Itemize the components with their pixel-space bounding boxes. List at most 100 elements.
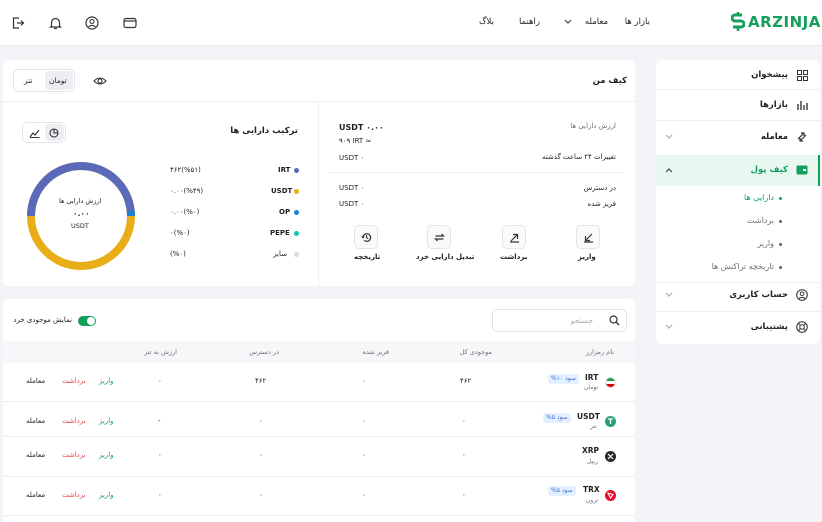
row-available: ۴۶۲ <box>255 377 267 385</box>
sidebar-item-support[interactable]: پشتیبانی <box>750 322 788 332</box>
row-frozen: ۰ <box>362 451 366 459</box>
row-withdraw-link[interactable]: برداشت <box>62 451 86 459</box>
toggle-toman[interactable]: تومان <box>49 76 67 85</box>
legend-name: IRT <box>278 166 291 174</box>
sidebar-sub-deposit[interactable]: واریز <box>757 239 774 248</box>
support-icon <box>795 320 809 334</box>
toggle-knob <box>87 317 95 325</box>
donut-unit: USDT <box>71 222 89 230</box>
row-frozen: ۰ <box>362 417 366 425</box>
search-input[interactable] <box>492 309 627 332</box>
row-symbol: TRX <box>583 485 600 494</box>
withdraw-icon <box>509 233 519 243</box>
sidebar-item-dashboard[interactable]: پیشخوان <box>751 70 788 80</box>
row-symbol: XRP <box>582 446 600 455</box>
trade-arrows-icon <box>795 130 809 144</box>
sidebar-item-wallet[interactable]: کیف پول <box>750 165 788 175</box>
nav-guide[interactable]: راهنما <box>518 17 540 27</box>
sidebar-sub-history[interactable]: تاریخچه تراکنش ها <box>711 262 774 271</box>
asset-value-irt: ۹۰۹ IRT ≈ <box>339 137 372 145</box>
assets-card <box>3 299 635 522</box>
legend-dot <box>294 252 299 257</box>
row-withdraw-link[interactable]: برداشت <box>62 491 86 499</box>
logout-icon[interactable] <box>10 15 26 31</box>
brand-logo-icon <box>731 11 745 33</box>
nav-trade[interactable]: معامله <box>584 17 608 27</box>
line-chart-icon[interactable] <box>27 127 41 139</box>
frozen-label: فریز شده <box>587 200 616 208</box>
row-available: ۰ <box>259 417 263 425</box>
bell-icon[interactable] <box>47 15 63 31</box>
row-trade-link[interactable]: معامله <box>26 491 46 499</box>
divider <box>656 282 820 283</box>
show-small-label[interactable]: نمایش موجودی خرد <box>13 316 72 324</box>
divider <box>3 476 635 477</box>
col-usdt-value: ارزش به تتر <box>144 348 177 356</box>
top-bar <box>0 0 822 46</box>
row-usdt-value: ۰ <box>158 451 162 459</box>
nav-markets[interactable]: بازار ها <box>624 17 650 27</box>
history-icon <box>360 232 371 242</box>
wallet-icon[interactable] <box>122 15 138 31</box>
row-trade-link[interactable]: معامله <box>26 377 46 385</box>
eye-icon[interactable] <box>92 74 108 88</box>
legend-name: PEPE <box>270 229 290 237</box>
available-value: USDT ۰ <box>339 184 365 192</box>
sidebar-sub-assets[interactable]: دارایی ها <box>744 193 774 202</box>
bullet <box>779 266 782 269</box>
divider <box>3 515 635 516</box>
divider <box>330 172 622 173</box>
chevron-up-icon[interactable] <box>664 165 674 175</box>
legend-value: ۰.۰۰(%۰) <box>170 208 200 216</box>
divider <box>3 436 635 437</box>
deposit-label[interactable]: واریز <box>578 253 596 261</box>
convert-label[interactable]: تبدیل دارایی خرد <box>416 253 475 261</box>
row-deposit-link[interactable]: واریز <box>99 491 114 499</box>
chevron-down-icon[interactable] <box>664 290 674 300</box>
row-usdt-value: ۰ <box>158 491 162 499</box>
brand-name[interactable]: ARZINJA <box>748 13 821 31</box>
legend-name: سایر <box>273 250 287 258</box>
user-icon[interactable] <box>84 15 100 31</box>
row-deposit-link[interactable]: واریز <box>99 377 114 385</box>
asset-value-label: ارزش دارایی ها <box>570 122 616 130</box>
legend-name: OP <box>279 208 291 216</box>
search-icon[interactable] <box>608 314 621 327</box>
row-deposit-link[interactable]: واریز <box>99 451 114 459</box>
history-label[interactable]: تاریخچه <box>354 253 381 261</box>
search-placeholder: جستجو <box>570 316 593 325</box>
nav-blog[interactable]: بلاگ <box>478 17 494 27</box>
deposit-icon <box>583 233 593 243</box>
profit-badge: سود ۱۰% <box>548 374 579 384</box>
sidebar-item-trade[interactable]: معامله <box>760 132 788 142</box>
row-trade-link[interactable]: معامله <box>26 417 46 425</box>
pie-chart-icon[interactable] <box>48 127 60 139</box>
sidebar-sub-withdraw[interactable]: برداشت <box>747 216 774 225</box>
dashboard-icon <box>795 68 809 82</box>
sidebar-item-account[interactable]: حساب کاربری <box>729 290 788 300</box>
row-trade-link[interactable]: معامله <box>26 451 46 459</box>
legend-dot <box>294 189 299 194</box>
row-total: ۰ <box>462 491 466 499</box>
chevron-down-icon[interactable] <box>664 322 674 332</box>
toggle-tether[interactable]: تتر <box>24 76 33 85</box>
wallet-icon <box>795 163 809 177</box>
history-button[interactable] <box>354 225 378 249</box>
convert-button[interactable] <box>427 225 451 249</box>
sidebar-item-markets[interactable]: بازارها <box>759 100 788 110</box>
withdraw-label[interactable]: برداشت <box>500 253 528 261</box>
withdraw-button[interactable] <box>502 225 526 249</box>
row-symbol: IRT <box>585 373 599 382</box>
chevron-down-icon[interactable] <box>664 132 674 142</box>
col-frozen: فریز شده <box>362 348 389 356</box>
chevron-down-icon[interactable] <box>563 17 573 27</box>
col-available: در دسترس <box>249 348 279 356</box>
row-deposit-link[interactable]: واریز <box>99 417 114 425</box>
row-withdraw-link[interactable]: برداشت <box>62 377 86 385</box>
asset-value: USDT ۰.۰۰ <box>339 123 384 132</box>
row-withdraw-link[interactable]: برداشت <box>62 417 86 425</box>
coin-icon-irt <box>605 377 616 388</box>
legend-dot <box>294 168 299 173</box>
legend-name: USDT <box>271 187 293 195</box>
deposit-button[interactable] <box>576 225 600 249</box>
